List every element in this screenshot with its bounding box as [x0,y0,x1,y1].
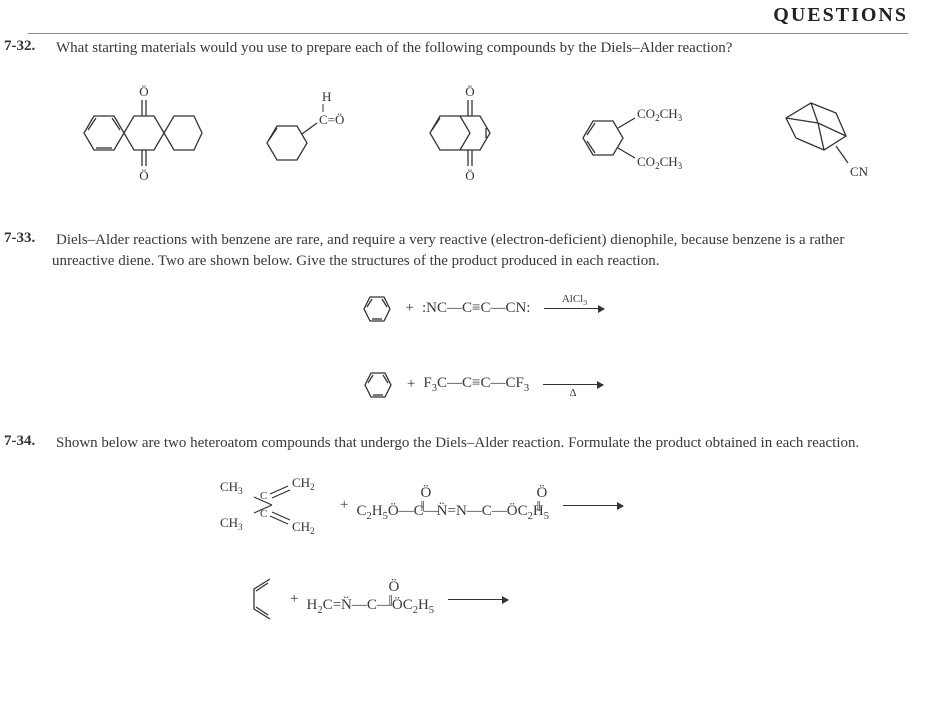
svg-text:CO2CH3: CO2CH3 [637,106,683,123]
reaction-733-1: + :NC—C≡C—CN: AlCl3 [350,285,611,333]
plus-sign: + [407,376,415,393]
svg-text:H: H [322,89,331,104]
compound-1: Ö Ö [74,68,204,198]
reaction-734-1: CH3 CH2 CH3 CH2 C C + Ö ‖ Ö ‖ C2H5Ö—C—N̈… [212,467,629,543]
svg-text:CN: CN [850,164,869,179]
content-area: 7-32. What starting materials would you … [0,34,936,637]
page-section-header: QUESTIONS [0,0,936,33]
question-7-32: 7-32. What starting materials would you … [52,38,908,216]
svg-text:Ö: Ö [465,84,474,99]
svg-text:C=Ö: C=Ö [319,112,344,127]
reaction-arrow: AlCl3 [544,308,604,309]
butadiene-scis [242,571,282,627]
svg-text:Ö: Ö [465,168,474,183]
question-text: What starting materials would you use to… [56,40,732,56]
arrow-conditions-top: AlCl3 [544,293,604,307]
question-7-34: 7-34. Shown below are two heteroatom com… [52,433,908,637]
reaction-arrow [563,505,623,506]
arrow-conditions-bot: Δ [543,387,603,399]
compound-4: CO2CH3 CO2CH3 [573,78,723,188]
question-number: 7-32. [4,38,52,55]
svg-text:C: C [260,508,267,520]
svg-text:CH3: CH3 [220,479,243,496]
compound-5: CN [766,68,886,198]
benzene-icon [350,285,398,333]
reaction-arrow [448,599,508,600]
question-number: 7-33. [4,230,52,247]
reaction-arrow: Δ [543,384,603,385]
svg-text:CH3: CH3 [220,515,243,532]
reaction-733-2: + F3C—C≡C—CF3 Δ [351,361,609,409]
dienophile-734-1: Ö ‖ Ö ‖ C2H5Ö—C—N̈=N—C—ÖC2H5 [356,489,549,522]
compound-2: H C=Ö [247,78,367,188]
plus-sign: + [290,591,298,608]
question-number: 7-34. [4,433,52,450]
dienophile-2: F3C—C≡C—CF3 [423,375,529,394]
reactions-734: CH3 CH2 CH3 CH2 C C + Ö ‖ Ö ‖ C2H5Ö—C—N̈… [52,453,908,637]
header-title: QUESTIONS [773,4,908,26]
reaction-734-2: + Ö ‖ H2C=N̈—C—ÖC2H5 [242,571,514,627]
compound-3: Ö Ö [410,68,530,198]
benzene-icon [351,361,399,409]
dienophile-1: :NC—C≡C—CN: [422,300,530,317]
reactions-733: + :NC—C≡C—CN: AlCl3 + F3C—C≡C—CF3 [52,271,908,419]
question-text: Shown below are two heteroatom compounds… [56,435,859,451]
plus-sign: + [406,300,414,317]
question-7-33: 7-33. Diels–Alder reactions with benzene… [52,230,908,419]
svg-text:Ö: Ö [139,168,148,183]
svg-text:CH2: CH2 [292,519,315,536]
svg-text:CH2: CH2 [292,475,315,492]
svg-text:CO2CH3: CO2CH3 [637,154,683,171]
dienophile-734-2: Ö ‖ H2C=N̈—C—ÖC2H5 [306,583,434,616]
svg-text:C: C [260,490,267,502]
dimethylbutadiene: CH3 CH2 CH3 CH2 C C [212,467,332,543]
question-text: Diels–Alder reactions with benzene are r… [52,232,844,268]
compounds-row: Ö Ö H C=Ö [52,58,908,216]
plus-sign: + [340,497,348,514]
svg-text:Ö: Ö [139,84,148,99]
